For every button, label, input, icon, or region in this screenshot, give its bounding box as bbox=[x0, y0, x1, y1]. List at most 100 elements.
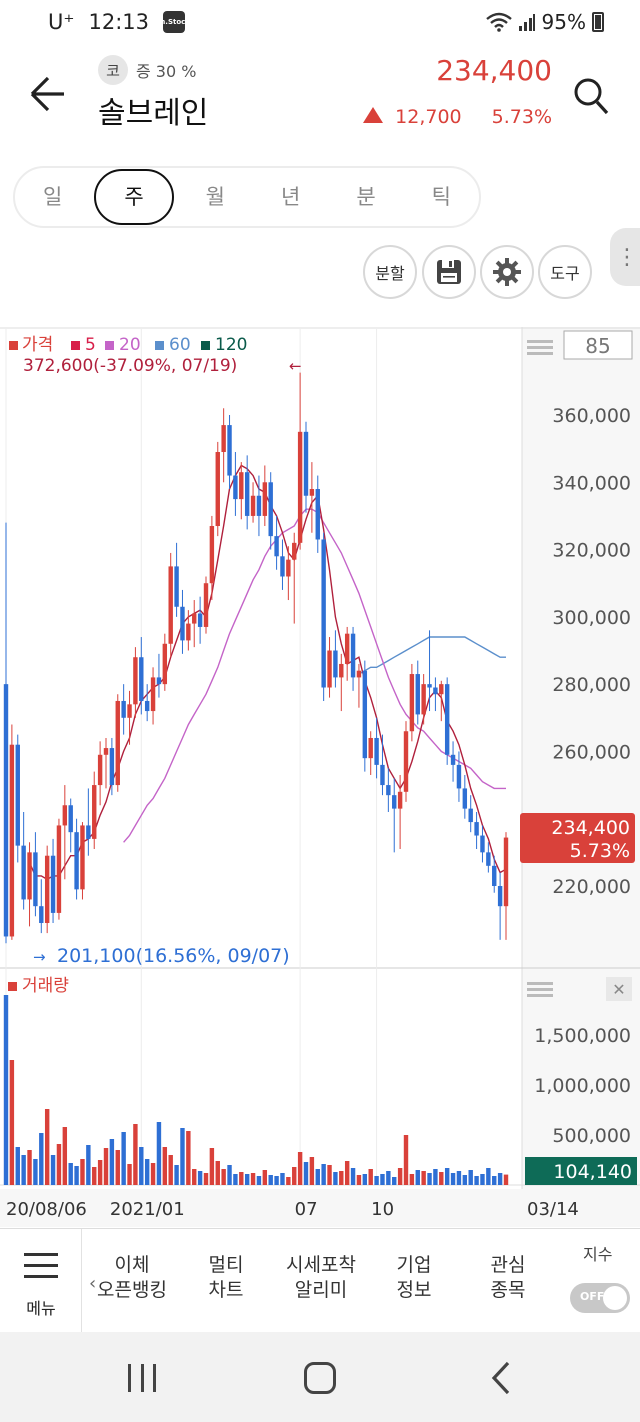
candle-body bbox=[468, 808, 473, 823]
legend-price: 가격 bbox=[22, 335, 53, 355]
volume-bar bbox=[244, 1174, 250, 1185]
candle-body bbox=[274, 536, 279, 557]
candle-body bbox=[421, 684, 426, 715]
candle-body bbox=[74, 832, 79, 890]
tools-button[interactable]: 도구 bbox=[538, 245, 592, 299]
tab-day[interactable]: 일 bbox=[43, 185, 63, 209]
candle-body bbox=[86, 825, 91, 839]
candle-body bbox=[174, 566, 179, 607]
candle-body bbox=[15, 744, 20, 846]
candle-body bbox=[39, 906, 44, 924]
chevron-left-icon[interactable]: ‹ bbox=[89, 1273, 97, 1294]
save-button[interactable] bbox=[422, 245, 476, 299]
volume-bar bbox=[192, 1169, 197, 1185]
hamburger-icon bbox=[24, 1253, 58, 1286]
menu-item-company-info-line2: 정보 bbox=[396, 1279, 432, 1301]
volume-panel-menu-icon[interactable] bbox=[527, 982, 553, 997]
candle-body bbox=[139, 657, 144, 701]
candle-body bbox=[415, 674, 420, 715]
candle-body bbox=[68, 805, 73, 833]
volume-bar bbox=[39, 1133, 44, 1185]
price-panel-menu-icon[interactable] bbox=[527, 340, 553, 355]
volume-bar bbox=[433, 1169, 438, 1185]
volume-bar bbox=[97, 1160, 103, 1185]
volume-bar bbox=[321, 1164, 326, 1185]
current-price-badge-value: 234,400 bbox=[551, 817, 630, 839]
back-arrow-icon[interactable] bbox=[28, 72, 68, 116]
clock: 12:13 bbox=[88, 10, 149, 34]
change-rate: 5.73% bbox=[491, 106, 552, 128]
price-tick-label: 300,000 bbox=[552, 607, 631, 629]
volume-bar bbox=[256, 1176, 262, 1185]
stock-chart[interactable]: 360,000 340,000 320,000 300,000 280,000 260,0… bbox=[0, 327, 640, 1227]
tab-year[interactable]: 년 bbox=[280, 185, 301, 209]
menu-item-price-alert[interactable]: 시세포착 알리미 bbox=[278, 1253, 364, 1303]
home-icon[interactable] bbox=[304, 1362, 336, 1394]
menu-item-watchlist[interactable]: 관심 종목 bbox=[480, 1253, 536, 1303]
settings-button[interactable] bbox=[480, 245, 534, 299]
side-panel-handle[interactable]: ⋮ bbox=[610, 228, 640, 286]
candle-body bbox=[92, 785, 97, 839]
volume-bar bbox=[333, 1172, 338, 1185]
search-icon[interactable] bbox=[572, 76, 610, 116]
menu-button[interactable]: 메뉴 bbox=[0, 1229, 82, 1333]
volume-bar bbox=[197, 1171, 203, 1185]
price-tick-label: 340,000 bbox=[552, 472, 631, 494]
volume-bar bbox=[162, 1147, 168, 1185]
candle-body bbox=[297, 431, 303, 543]
candle-body bbox=[309, 489, 315, 496]
volume-bar bbox=[462, 1175, 468, 1185]
candle-body bbox=[462, 788, 468, 809]
candle-body bbox=[186, 623, 191, 641]
carrier-label: U⁺ bbox=[48, 10, 75, 34]
volume-bar bbox=[292, 1167, 297, 1185]
candle-body bbox=[403, 731, 409, 792]
candle-body bbox=[392, 795, 397, 809]
nav-back-icon[interactable] bbox=[486, 1360, 516, 1396]
candle-body bbox=[127, 704, 132, 718]
volume-close-button[interactable] bbox=[606, 977, 632, 1001]
margin-rate: 증 30 % bbox=[136, 62, 197, 81]
recent-apps-icon[interactable] bbox=[128, 1364, 156, 1392]
candle-body bbox=[256, 495, 262, 516]
volume-bar bbox=[62, 1127, 68, 1185]
candle-body bbox=[209, 526, 215, 584]
volume-bar bbox=[115, 1150, 120, 1185]
market-badge: 코 증 30 % bbox=[98, 55, 196, 85]
index-toggle[interactable]: OFF bbox=[570, 1283, 630, 1313]
low-annotation: 201,100(16.56%, 09/07) bbox=[57, 945, 290, 967]
volume-bar bbox=[297, 1152, 303, 1185]
volume-bar bbox=[250, 1173, 256, 1185]
x-axis-label: 03/14 bbox=[527, 1199, 579, 1220]
menu-item-watchlist-line2: 종목 bbox=[490, 1279, 526, 1301]
candle-body bbox=[503, 837, 509, 907]
price-tick-label: 220,000 bbox=[552, 876, 631, 898]
index-label: 지수 bbox=[583, 1245, 613, 1264]
menu-item-transfer[interactable]: 이체 오픈뱅킹 bbox=[94, 1253, 170, 1303]
tab-minute[interactable]: 분 bbox=[356, 185, 376, 209]
split-button[interactable]: 분할 bbox=[363, 245, 417, 299]
candle-body bbox=[474, 822, 479, 836]
zoom-box[interactable] bbox=[563, 330, 633, 360]
menu-label: 메뉴 bbox=[26, 1299, 56, 1318]
stock-name[interactable]: 솔브레인 bbox=[98, 96, 209, 131]
menu-item-multi-chart[interactable]: 멀티 차트 bbox=[198, 1253, 254, 1303]
volume-bar bbox=[180, 1128, 185, 1185]
up-triangle-icon bbox=[363, 107, 384, 123]
volume-bar bbox=[56, 1144, 62, 1185]
tab-tick[interactable]: 틱 bbox=[431, 185, 451, 209]
tab-week[interactable]: 주 bbox=[94, 169, 174, 225]
candle-body bbox=[286, 559, 291, 577]
menu-item-company-info[interactable]: 기업 정보 bbox=[386, 1253, 442, 1303]
chart-area[interactable]: 360,000 340,000 320,000 300,000 280,000 260,0… bbox=[0, 327, 640, 1227]
tab-month[interactable]: 월 bbox=[205, 185, 225, 209]
volume-bar bbox=[344, 1161, 350, 1185]
volume-bar bbox=[474, 1176, 479, 1185]
volume-bar bbox=[274, 1176, 279, 1185]
price-tick-label: 280,000 bbox=[552, 674, 631, 696]
candle-body bbox=[133, 657, 138, 705]
volume-bar bbox=[168, 1155, 173, 1185]
volume-bar bbox=[15, 1147, 20, 1185]
candle-body bbox=[3, 684, 9, 937]
volume-bar bbox=[74, 1166, 79, 1185]
